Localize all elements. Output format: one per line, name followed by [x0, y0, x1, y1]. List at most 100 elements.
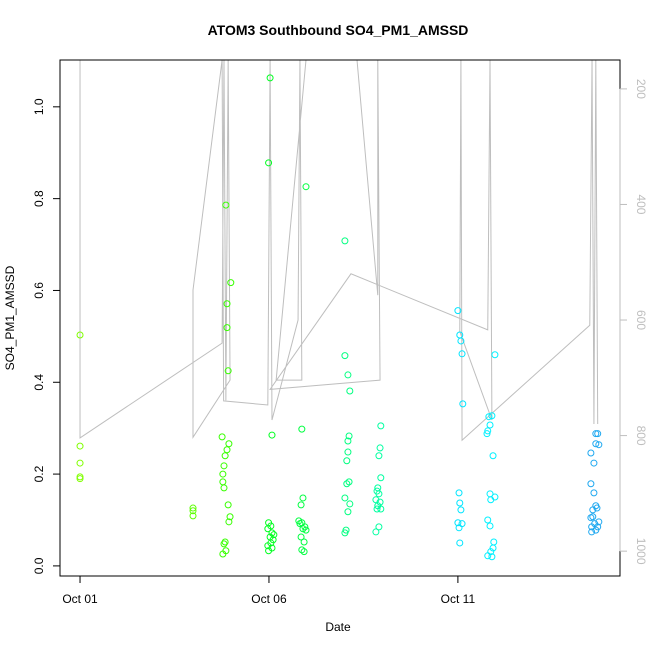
data-point — [300, 538, 308, 546]
data-point — [218, 433, 226, 441]
y-axis-label: SO4_PM1_AMSSD — [3, 265, 17, 370]
data-point — [221, 538, 229, 546]
data-point — [595, 441, 603, 449]
data-point — [222, 201, 230, 209]
y-tick-label: 0.2 — [32, 465, 46, 482]
data-point — [484, 552, 492, 560]
data-point — [341, 237, 349, 245]
data-point — [345, 432, 353, 440]
data-point — [489, 544, 497, 552]
data-point — [219, 470, 227, 478]
data-point — [265, 159, 273, 167]
data-point — [490, 538, 498, 546]
data-point — [265, 547, 273, 555]
data-point — [220, 540, 228, 548]
data-point — [588, 528, 596, 536]
data-point — [458, 520, 466, 528]
data-point — [300, 548, 308, 556]
data-point — [297, 501, 305, 509]
data-point — [376, 498, 384, 506]
data-point — [594, 430, 602, 438]
data-point — [344, 371, 352, 379]
data-point — [377, 422, 385, 430]
y2-tick-label: 400 — [634, 194, 648, 214]
data-point — [590, 489, 598, 497]
points-layer — [76, 74, 603, 561]
data-point — [488, 553, 496, 561]
x-tick-label: Oct 01 — [62, 592, 98, 606]
data-point — [219, 478, 227, 486]
data-point — [264, 525, 272, 533]
data-point — [592, 440, 600, 448]
data-point — [341, 529, 349, 537]
data-point — [341, 494, 349, 502]
data-point — [189, 507, 197, 515]
data-point — [343, 480, 351, 488]
data-point — [372, 496, 380, 504]
data-point — [587, 449, 595, 457]
data-point — [76, 475, 84, 483]
data-point — [298, 425, 306, 433]
data-point — [455, 489, 463, 497]
data-point — [270, 531, 278, 539]
data-point — [592, 526, 600, 534]
data-point — [220, 462, 228, 470]
data-point — [592, 430, 600, 438]
data-point — [483, 430, 491, 438]
data-point — [344, 448, 352, 456]
x-tick-label: Oct 11 — [441, 592, 476, 606]
plot-frame — [59, 59, 621, 577]
data-point — [301, 523, 309, 531]
data-point — [344, 508, 352, 516]
data-point — [297, 533, 305, 541]
data-point — [590, 459, 598, 467]
data-point — [372, 528, 380, 536]
data-point — [377, 474, 385, 482]
data-point — [299, 494, 307, 502]
data-point — [345, 478, 353, 486]
data-point — [457, 506, 465, 514]
data-point — [587, 480, 595, 488]
y-tick-label: 0.4 — [32, 374, 46, 391]
y-tick-label: 1.0 — [32, 98, 46, 115]
data-point — [486, 421, 494, 429]
data-point — [189, 512, 197, 520]
data-point — [346, 387, 354, 395]
data-point — [189, 504, 197, 512]
data-point — [264, 542, 272, 550]
data-point — [487, 496, 495, 504]
data-point — [302, 526, 310, 534]
y2-tick-label: 1000 — [634, 538, 648, 565]
data-point — [76, 459, 84, 467]
data-point — [224, 367, 232, 375]
data-point — [223, 324, 231, 332]
x-axis-label: Date — [325, 620, 351, 634]
data-point — [485, 413, 493, 421]
data-point — [373, 505, 381, 513]
data-point — [298, 546, 306, 554]
data-point — [268, 529, 276, 537]
y-tick-label: 0.0 — [32, 557, 46, 574]
data-point — [484, 427, 492, 435]
y2-tick-label: 200 — [634, 79, 648, 99]
x-tick-label: Oct 06 — [251, 592, 287, 606]
data-point — [486, 522, 494, 530]
data-point — [375, 523, 383, 531]
data-point — [459, 400, 467, 408]
data-point — [223, 300, 231, 308]
pressure-trace — [79, 60, 599, 442]
data-point — [341, 352, 349, 360]
data-point — [375, 490, 383, 498]
data-point — [456, 499, 464, 507]
data-point — [296, 520, 304, 528]
data-point — [593, 504, 601, 512]
data-point — [595, 518, 603, 526]
data-point — [76, 331, 84, 339]
data-point — [225, 440, 233, 448]
data-point — [587, 514, 595, 522]
data-point — [457, 337, 465, 345]
chart-title: ATOM3 Southbound SO4_PM1_AMSSD — [208, 22, 469, 38]
data-point — [76, 473, 84, 481]
